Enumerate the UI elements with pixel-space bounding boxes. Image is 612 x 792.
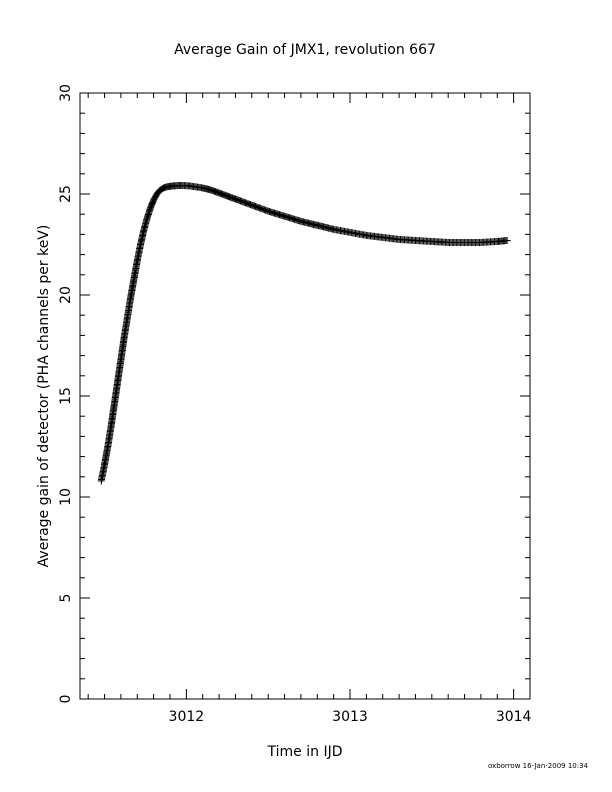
data-point <box>503 236 511 244</box>
x-tick-label: 3013 <box>332 709 368 725</box>
y-tick-label: 20 <box>58 286 74 304</box>
x-tick-label: 3014 <box>496 709 532 725</box>
y-tick-label: 5 <box>58 594 74 603</box>
chart-title: Average Gain of JMX1, revolution 667 <box>174 42 436 58</box>
x-axis-label: Time in IJD <box>267 744 343 760</box>
axis-ticks: 0 5 10 15 20 25 30 3012 3013 3014 <box>58 84 532 725</box>
y-tick-label: 25 <box>58 185 74 203</box>
plot-frame <box>79 92 531 700</box>
y-tick-label: 10 <box>58 488 74 506</box>
y-tick-label: 30 <box>58 84 74 102</box>
data-points <box>97 182 511 485</box>
y-axis-label: Average gain of detector (PHA channels p… <box>36 225 52 568</box>
footer-stamp: oxborrow 16-Jan-2009 10:34 <box>488 762 589 770</box>
y-tick-label: 15 <box>58 387 74 405</box>
x-tick-label: 3012 <box>169 709 205 725</box>
y-tick-label: 0 <box>58 695 74 704</box>
